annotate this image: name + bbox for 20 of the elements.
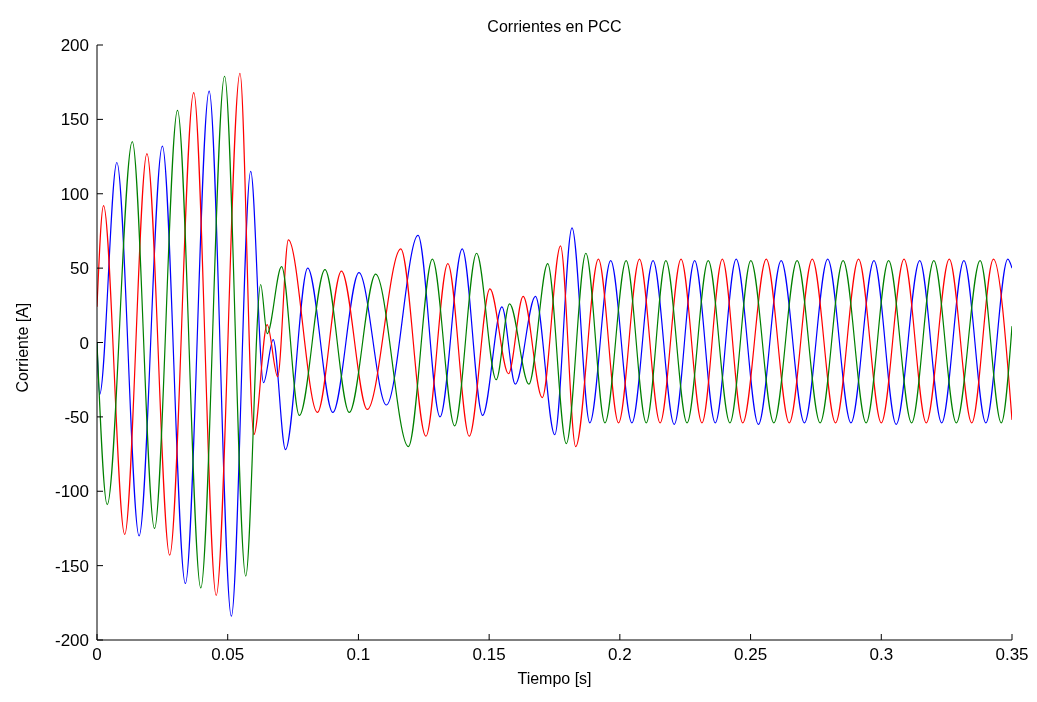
x-tick-label: 0.05 bbox=[211, 645, 245, 665]
y-axis-title: Corriente [A] bbox=[13, 302, 31, 393]
x-tick-label: 0.2 bbox=[608, 645, 632, 665]
x-tick-label: 0 bbox=[92, 645, 102, 665]
x-tick-label: 0.1 bbox=[346, 645, 371, 665]
chart-title: Corrientes en PCC bbox=[486, 18, 623, 36]
x-tick-label: 0.15 bbox=[472, 645, 506, 665]
y-tick-label: -100 bbox=[54, 482, 89, 502]
y-tick-label: 200 bbox=[60, 36, 89, 56]
y-tick-label: 0 bbox=[79, 333, 89, 353]
y-tick-label: 100 bbox=[60, 184, 89, 204]
y-tick-label: -50 bbox=[64, 407, 89, 427]
y-tick-label: -150 bbox=[54, 556, 89, 576]
y-tick-label: 150 bbox=[60, 110, 89, 130]
y-tick-label: 50 bbox=[70, 259, 89, 279]
x-axis-title: Tiempo [s] bbox=[517, 670, 592, 687]
x-tick-label: 0.3 bbox=[869, 645, 894, 665]
x-tick-label: 0.35 bbox=[995, 645, 1029, 665]
y-tick-label: -200 bbox=[54, 631, 89, 651]
x-tick-label: 0.25 bbox=[734, 645, 768, 665]
